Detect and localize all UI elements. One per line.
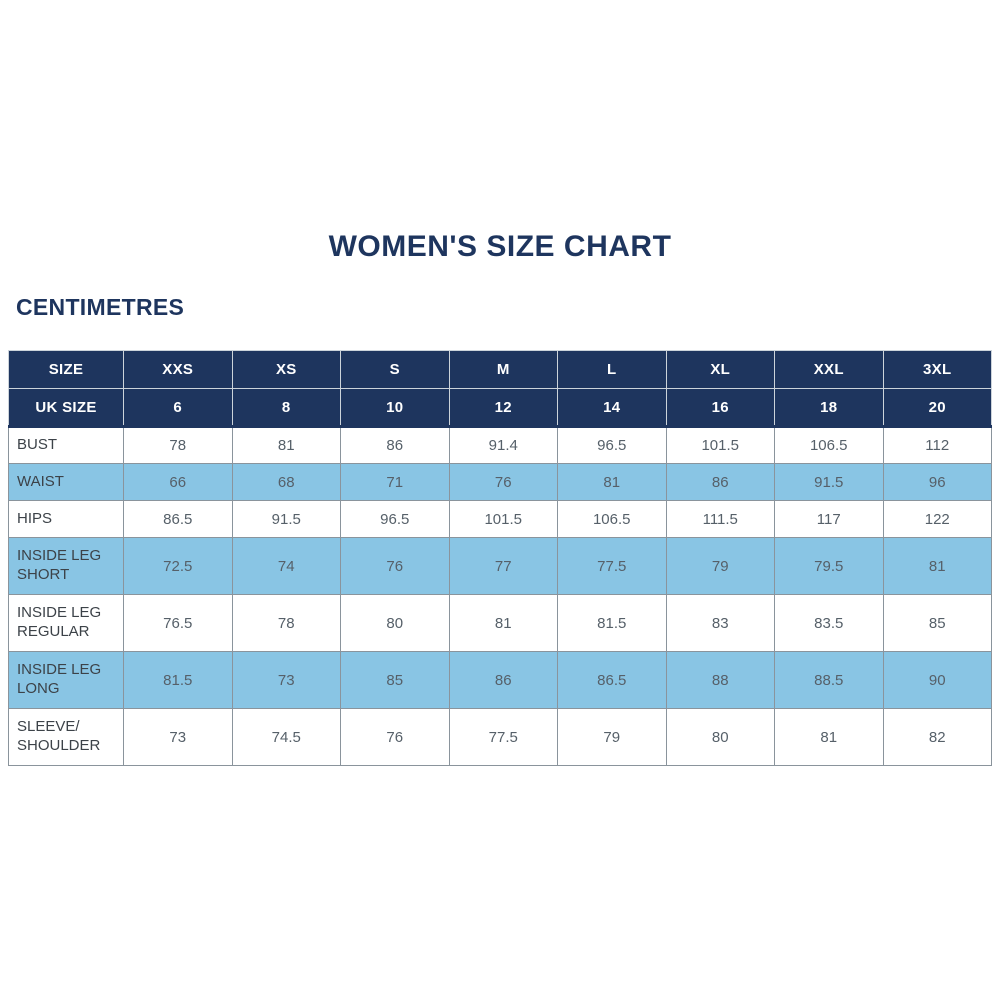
value-cell: 88.5	[774, 651, 884, 709]
header-value-cell: XS	[231, 350, 341, 389]
value-cell: 83	[665, 594, 775, 652]
value-cell: 77	[448, 537, 558, 595]
table-body: BUST 78 81 86 91.4 96.5 101.5 106.5 112 WAIST 66 68…	[8, 426, 992, 766]
value-cell: 122	[882, 500, 992, 538]
value-cell: 106.5	[557, 500, 667, 538]
value-cell: 74.5	[231, 708, 341, 766]
uk-size-header-cell: UK SIZE	[8, 388, 124, 428]
value-cell: 85	[882, 594, 992, 652]
value-cell: 80	[665, 708, 775, 766]
header-value-cell: 18	[774, 388, 884, 428]
header-value-cell: XXL	[774, 350, 884, 389]
value-cell: 78	[231, 594, 341, 652]
value-cell: 77.5	[557, 537, 667, 595]
units-label: CENTIMETRES	[16, 294, 185, 320]
value-cell: 81.5	[123, 651, 233, 709]
value-cell: 83.5	[774, 594, 884, 652]
table-row: WAIST 66 68 71 76 81 86 91.5 96	[8, 463, 992, 501]
value-cell: 86.5	[123, 500, 233, 538]
value-cell: 81	[774, 708, 884, 766]
value-cell: 96.5	[340, 500, 450, 538]
header-value-cell: L	[557, 350, 667, 389]
value-cell: 77.5	[448, 708, 558, 766]
value-cell: 76	[340, 708, 450, 766]
header-value-cell: 12	[448, 388, 558, 428]
value-cell: 96	[882, 463, 992, 501]
value-cell: 79	[557, 708, 667, 766]
table-row: INSIDE LEG REGULAR 76.5 78 80 81 81.5 83 83.5 85	[8, 594, 992, 652]
value-cell: 76	[448, 463, 558, 501]
measurement-label-cell: WAIST	[8, 463, 124, 501]
value-cell: 101.5	[665, 426, 775, 464]
header-value-cell: 20	[882, 388, 992, 428]
measurement-label-cell: INSIDE LEG REGULAR	[8, 594, 124, 652]
header-value-cell: S	[340, 350, 450, 389]
header-value-cell: 6	[123, 388, 233, 428]
value-cell: 81	[231, 426, 341, 464]
value-cell: 88	[665, 651, 775, 709]
value-cell: 81	[557, 463, 667, 501]
value-cell: 91.5	[231, 500, 341, 538]
value-cell: 79	[665, 537, 775, 595]
value-cell: 86.5	[557, 651, 667, 709]
value-cell: 73	[231, 651, 341, 709]
value-cell: 90	[882, 651, 992, 709]
measurement-label-cell: BUST	[8, 426, 124, 464]
page-title: WOMEN'S SIZE CHART	[328, 230, 672, 263]
value-cell: 106.5	[774, 426, 884, 464]
value-cell: 101.5	[448, 500, 558, 538]
value-cell: 81.5	[557, 594, 667, 652]
value-cell: 86	[340, 426, 450, 464]
header-value-cell: 16	[665, 388, 775, 428]
value-cell: 76.5	[123, 594, 233, 652]
header-row: UK SIZE 6 8 10 12 14 16 18 20	[8, 388, 992, 428]
value-cell: 66	[123, 463, 233, 501]
table-row: SLEEVE/ SHOULDER 73 74.5 76 77.5 79 80 81 82	[8, 708, 992, 766]
value-cell: 85	[340, 651, 450, 709]
value-cell: 81	[882, 537, 992, 595]
value-cell: 74	[231, 537, 341, 595]
value-cell: 76	[340, 537, 450, 595]
value-cell: 81	[448, 594, 558, 652]
measurement-label-cell: HIPS	[8, 500, 124, 538]
value-cell: 68	[231, 463, 341, 501]
table-header: SIZE XXS XS S M L XL XXL 3XL UK SIZE 6 8 10 12 14 16 18 2…	[8, 350, 992, 428]
header-row: SIZE XXS XS S M L XL XXL 3XL	[8, 350, 992, 389]
value-cell: 86	[665, 463, 775, 501]
header-value-cell: XL	[665, 350, 775, 389]
table-row: INSIDE LEG LONG 81.5 73 85 86 86.5 88 88.5 90	[8, 651, 992, 709]
value-cell: 78	[123, 426, 233, 464]
header-value-cell: 10	[340, 388, 450, 428]
measurement-label-cell: INSIDE LEG LONG	[8, 651, 124, 709]
value-cell: 96.5	[557, 426, 667, 464]
table-row: HIPS 86.5 91.5 96.5 101.5 106.5 111.5 117 122	[8, 500, 992, 538]
value-cell: 82	[882, 708, 992, 766]
header-value-cell: 3XL	[882, 350, 992, 389]
measurement-label-cell: INSIDE LEG SHORT	[8, 537, 124, 595]
header-value-cell: 8	[231, 388, 341, 428]
value-cell: 117	[774, 500, 884, 538]
header-value-cell: M	[448, 350, 558, 389]
size-chart-table: SIZE XXS XS S M L XL XXL 3XL UK SIZE 6 8 10 12 14 16 18 2…	[8, 350, 992, 766]
header-value-cell: 14	[557, 388, 667, 428]
table-row: BUST 78 81 86 91.4 96.5 101.5 106.5 112	[8, 426, 992, 464]
value-cell: 80	[340, 594, 450, 652]
value-cell: 112	[882, 426, 992, 464]
table-row: INSIDE LEG SHORT 72.5 74 76 77 77.5 79 79.5 81	[8, 537, 992, 595]
measurement-label-cell: SLEEVE/ SHOULDER	[8, 708, 124, 766]
value-cell: 91.4	[448, 426, 558, 464]
value-cell: 73	[123, 708, 233, 766]
size-header-cell: SIZE	[8, 350, 124, 389]
value-cell: 91.5	[774, 463, 884, 501]
value-cell: 71	[340, 463, 450, 501]
value-cell: 111.5	[665, 500, 775, 538]
value-cell: 79.5	[774, 537, 884, 595]
value-cell: 86	[448, 651, 558, 709]
header-value-cell: XXS	[123, 350, 233, 389]
value-cell: 72.5	[123, 537, 233, 595]
